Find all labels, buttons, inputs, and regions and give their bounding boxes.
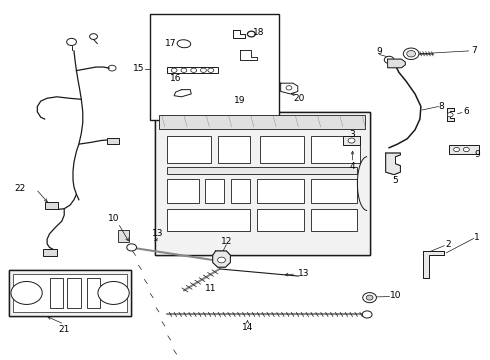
Text: 10: 10	[108, 214, 120, 223]
Bar	[167, 210, 250, 231]
Bar	[155, 112, 369, 255]
Text: 4: 4	[350, 162, 355, 171]
Bar	[49, 278, 63, 308]
Bar	[218, 136, 250, 163]
Circle shape	[464, 147, 469, 152]
Text: 14: 14	[242, 323, 253, 332]
Bar	[9, 270, 131, 316]
Text: 18: 18	[253, 28, 265, 37]
Circle shape	[286, 86, 292, 90]
Text: 15: 15	[133, 64, 145, 73]
Text: 3: 3	[350, 130, 355, 139]
Text: 2: 2	[445, 240, 451, 249]
Bar	[150, 14, 279, 120]
Bar	[45, 202, 58, 210]
Text: 19: 19	[234, 96, 246, 105]
Polygon shape	[388, 59, 405, 68]
Circle shape	[454, 147, 460, 152]
Text: 13: 13	[152, 229, 164, 238]
Bar	[205, 179, 224, 203]
Bar	[155, 112, 369, 255]
Polygon shape	[423, 251, 444, 278]
Bar	[343, 136, 360, 145]
Circle shape	[348, 138, 355, 143]
Bar	[67, 278, 81, 308]
Text: 21: 21	[58, 325, 70, 334]
Circle shape	[11, 282, 42, 305]
Circle shape	[363, 293, 376, 303]
Polygon shape	[447, 108, 454, 121]
Circle shape	[127, 244, 137, 251]
Bar	[231, 179, 250, 203]
Text: 13: 13	[298, 269, 309, 278]
Bar	[167, 136, 211, 163]
Circle shape	[407, 50, 416, 57]
Bar	[167, 67, 218, 73]
Text: 11: 11	[205, 284, 217, 293]
Text: 5: 5	[392, 176, 398, 185]
Bar	[311, 136, 360, 163]
Bar	[449, 145, 479, 154]
Text: 1: 1	[474, 233, 480, 242]
Bar	[260, 136, 304, 163]
Text: 10: 10	[390, 291, 401, 300]
Bar	[9, 270, 131, 316]
Bar	[43, 249, 57, 256]
Circle shape	[366, 295, 373, 300]
Bar	[155, 112, 369, 255]
Text: 20: 20	[293, 94, 304, 103]
Bar	[13, 274, 127, 312]
Circle shape	[362, 311, 372, 318]
Text: 9: 9	[376, 47, 382, 56]
Bar	[9, 270, 131, 316]
Text: 7: 7	[471, 46, 477, 55]
Bar	[167, 167, 357, 174]
Bar	[257, 179, 304, 203]
Text: 17: 17	[165, 39, 176, 48]
Circle shape	[403, 48, 419, 59]
Text: 6: 6	[463, 107, 469, 116]
Bar	[87, 278, 100, 308]
Circle shape	[384, 56, 394, 63]
Polygon shape	[386, 153, 400, 175]
Bar	[159, 116, 365, 129]
Bar	[118, 230, 129, 242]
Text: 9: 9	[474, 150, 480, 159]
Text: 16: 16	[170, 75, 181, 84]
Bar	[257, 210, 304, 231]
Bar	[311, 210, 357, 231]
Circle shape	[447, 113, 453, 117]
Bar	[311, 179, 357, 203]
Bar	[107, 138, 120, 144]
Text: 22: 22	[15, 184, 26, 193]
Circle shape	[98, 282, 129, 305]
Text: 8: 8	[439, 102, 444, 111]
Circle shape	[218, 257, 225, 263]
Polygon shape	[213, 251, 230, 267]
Text: 12: 12	[221, 237, 232, 246]
Bar	[167, 179, 198, 203]
